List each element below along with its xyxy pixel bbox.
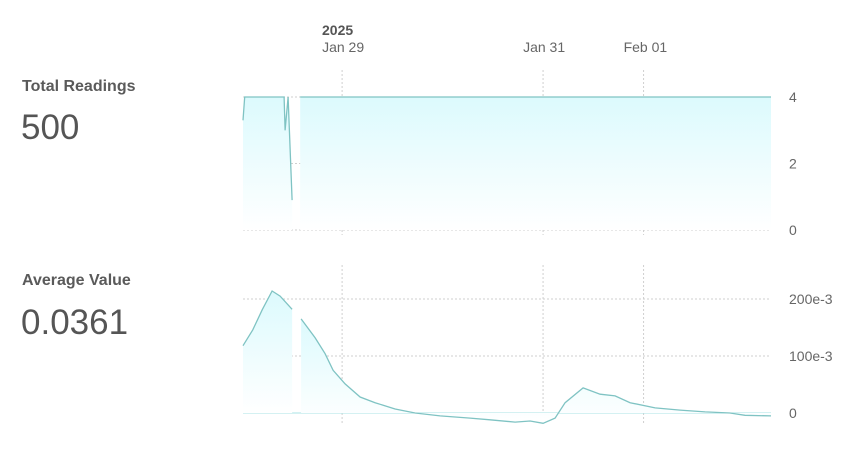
series-line: [300, 318, 772, 424]
series-area: [301, 318, 771, 424]
x-tick-label: Jan 31: [523, 39, 565, 55]
series-area: [243, 97, 293, 230]
x-tick-label: Jan 29: [322, 39, 364, 55]
y-tick-label: 2: [789, 156, 797, 172]
average-value-value: 0.0361: [21, 303, 129, 342]
y-tick-label: 200e-3: [789, 291, 833, 307]
y-tick-label: 4: [789, 89, 797, 105]
y-tick-label: 0: [789, 405, 797, 421]
y-tick-label: 100e-3: [789, 348, 833, 364]
x-axis-year-label: 2025: [322, 22, 353, 38]
total-readings-label: Total Readings: [22, 78, 136, 95]
series-line: [242, 290, 293, 347]
average-value-label: Average Value: [22, 272, 131, 289]
series-area: [243, 291, 293, 413]
series-area: [300, 97, 771, 230]
series-line: [242, 96, 293, 201]
y-tick-label: 0: [789, 222, 797, 238]
x-tick-label: Feb 01: [624, 39, 668, 55]
total-readings-value: 500: [21, 108, 80, 147]
